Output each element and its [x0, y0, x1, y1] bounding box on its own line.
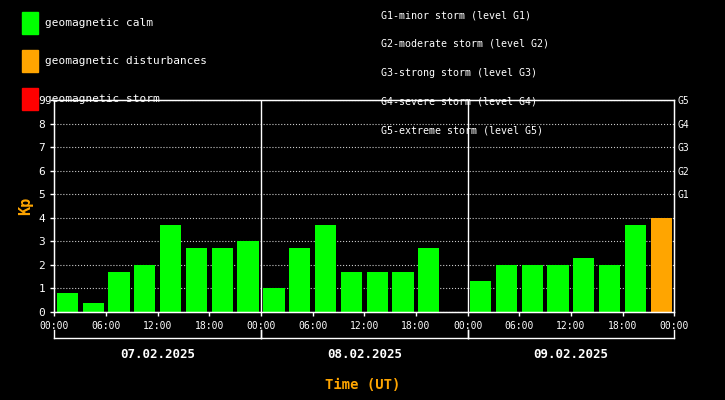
Bar [289, 248, 310, 312]
Bar [57, 293, 78, 312]
Bar [651, 218, 672, 312]
Bar [418, 248, 439, 312]
Text: 09.02.2025: 09.02.2025 [534, 348, 608, 360]
Bar [367, 272, 388, 312]
Bar [547, 265, 568, 312]
Bar [496, 265, 517, 312]
Bar [599, 265, 621, 312]
Bar [134, 265, 155, 312]
Bar [186, 248, 207, 312]
Bar [160, 225, 181, 312]
Bar [315, 225, 336, 312]
Y-axis label: Kp: Kp [18, 197, 33, 215]
Bar [341, 272, 362, 312]
Text: 08.02.2025: 08.02.2025 [327, 348, 402, 360]
Bar [573, 258, 594, 312]
Text: 07.02.2025: 07.02.2025 [120, 348, 195, 360]
Bar [625, 225, 646, 312]
Bar [521, 265, 543, 312]
Bar [108, 272, 130, 312]
Text: Time (UT): Time (UT) [325, 378, 400, 392]
Bar [212, 248, 233, 312]
Text: geomagnetic calm: geomagnetic calm [45, 18, 153, 28]
Text: geomagnetic disturbances: geomagnetic disturbances [45, 56, 207, 66]
Bar [470, 281, 491, 312]
Text: G2-moderate storm (level G2): G2-moderate storm (level G2) [381, 39, 549, 49]
Text: G1-minor storm (level G1): G1-minor storm (level G1) [381, 10, 531, 20]
Text: G4-severe storm (level G4): G4-severe storm (level G4) [381, 96, 536, 106]
Text: G5-extreme storm (level G5): G5-extreme storm (level G5) [381, 125, 542, 135]
Bar [83, 302, 104, 312]
Text: geomagnetic storm: geomagnetic storm [45, 94, 160, 104]
Text: G3-strong storm (level G3): G3-strong storm (level G3) [381, 68, 536, 78]
Bar [238, 241, 259, 312]
Bar [263, 288, 284, 312]
Bar [392, 272, 414, 312]
